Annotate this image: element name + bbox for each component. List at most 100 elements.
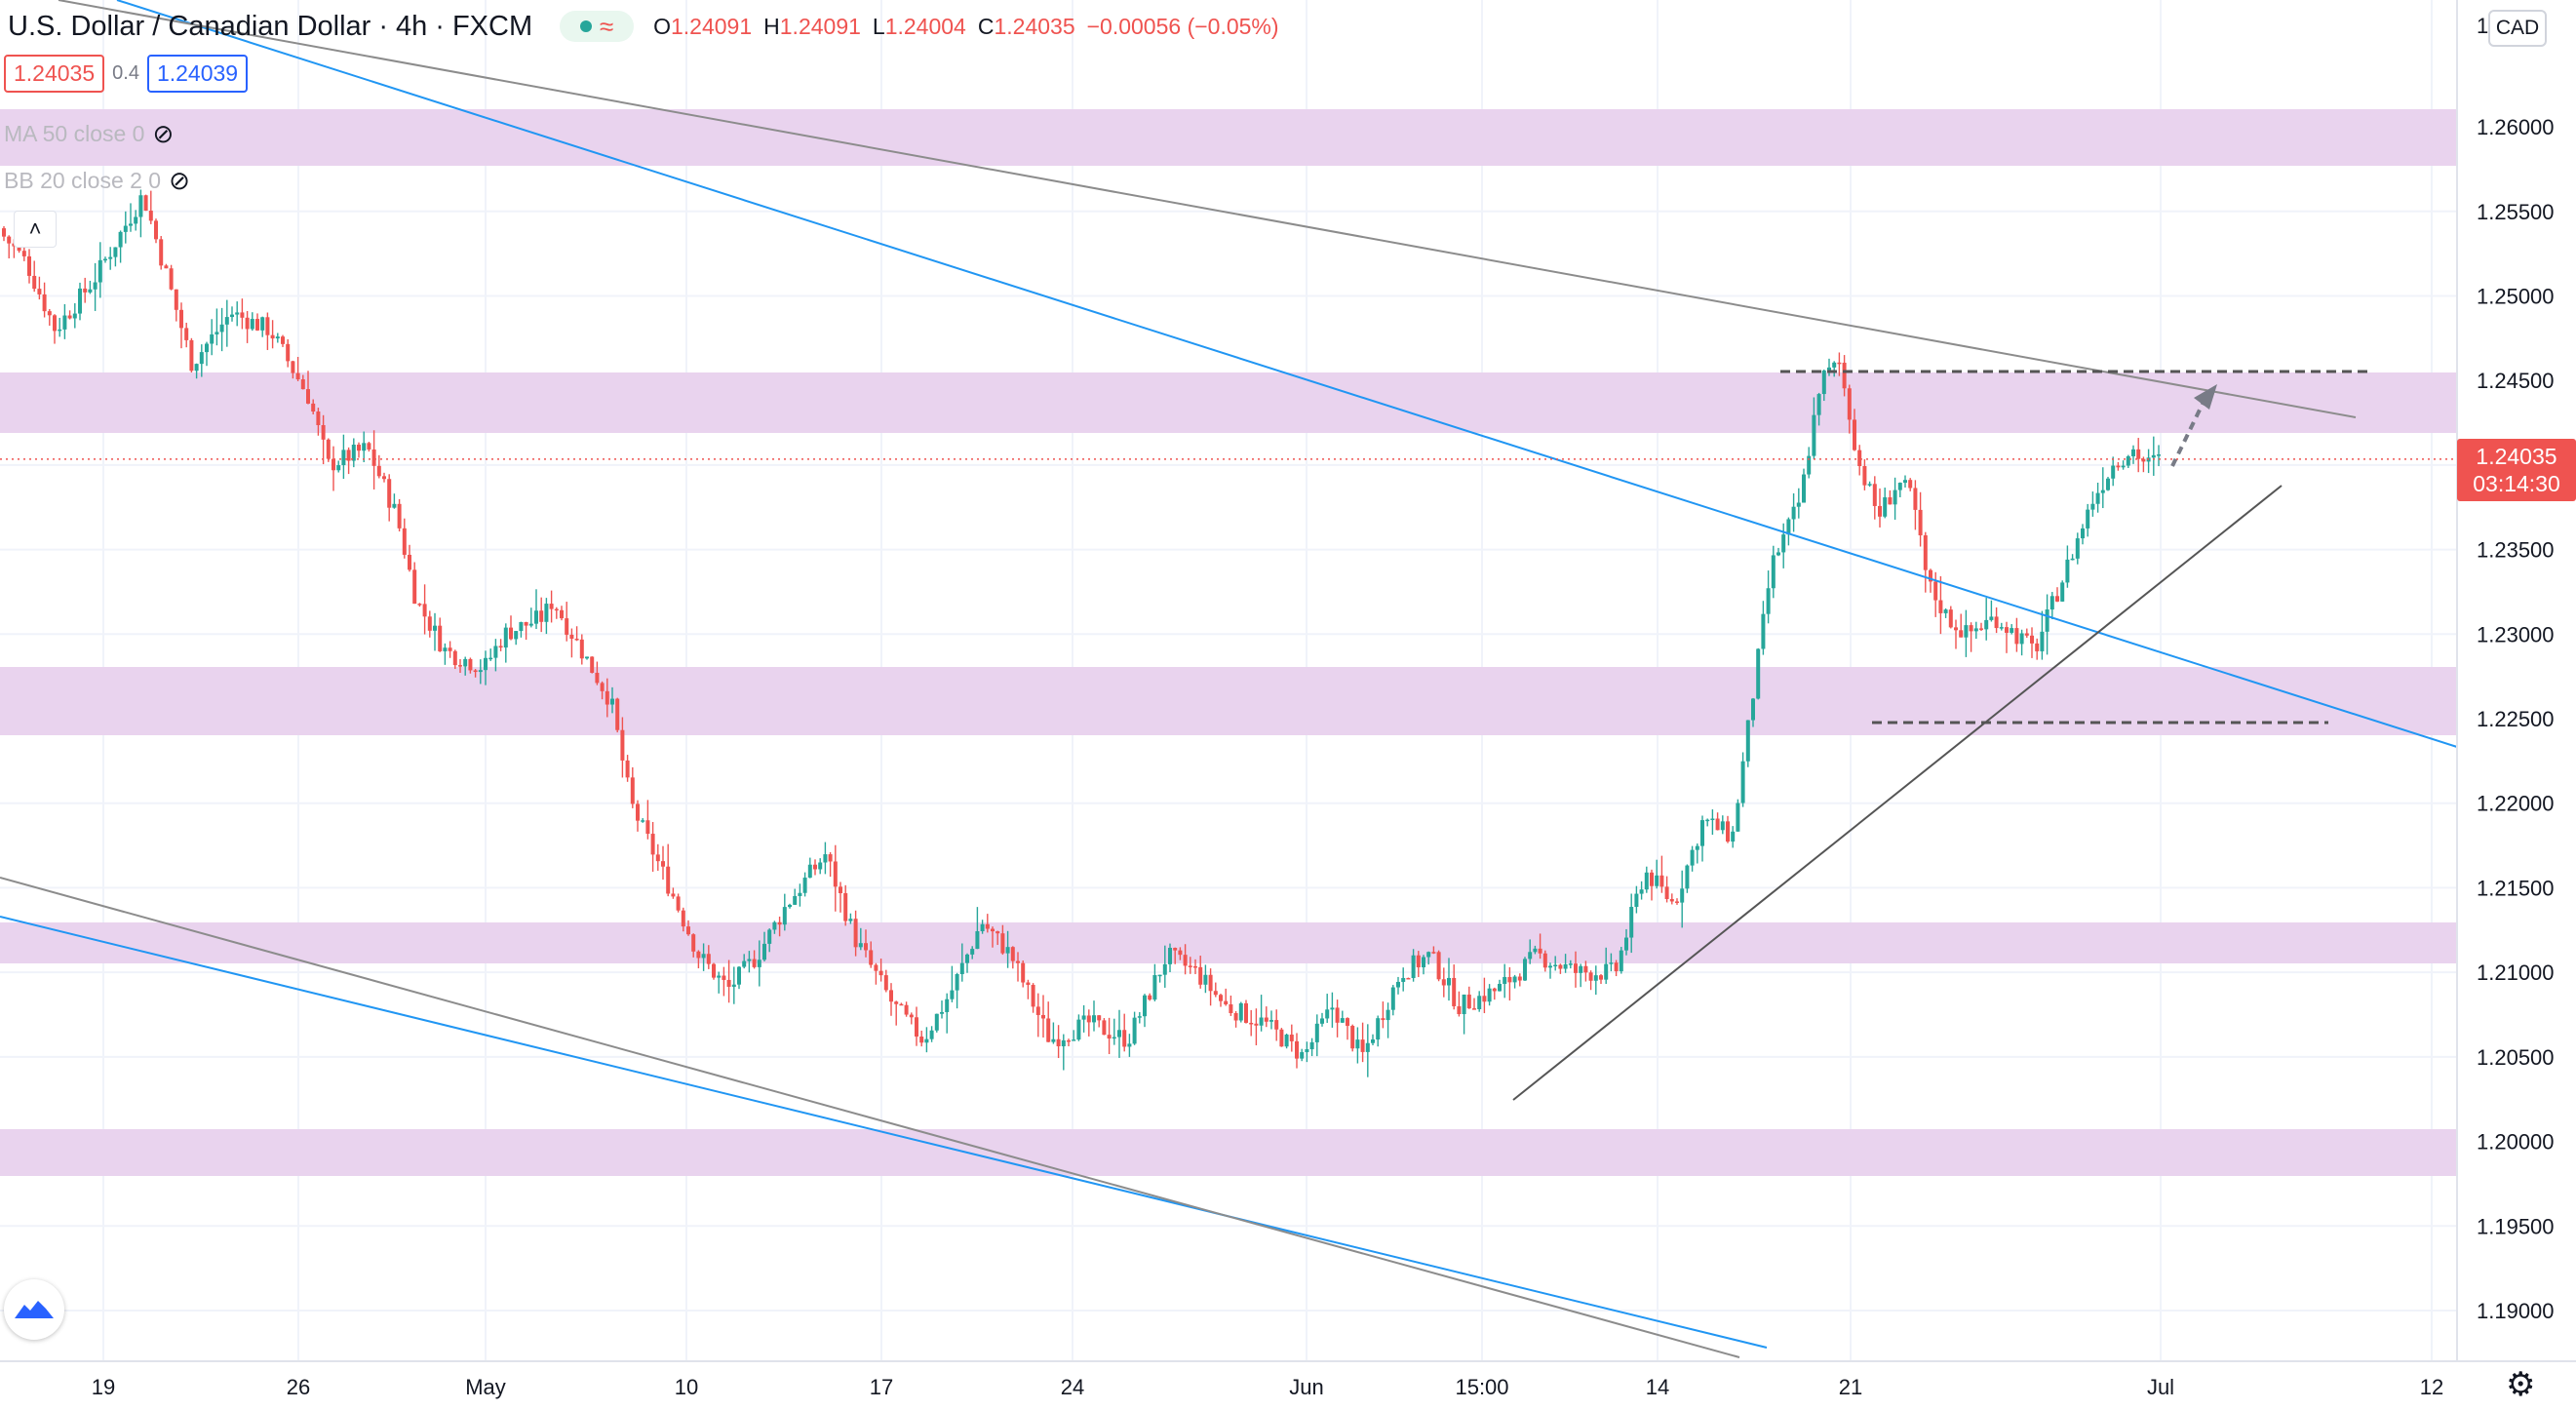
candle-body xyxy=(524,622,528,626)
candle-body xyxy=(422,604,427,617)
ohlc-change: −0.00056 (−0.05%) xyxy=(1086,13,1279,39)
candle-body xyxy=(940,1011,944,1014)
candle-body xyxy=(498,646,503,648)
candle-body xyxy=(1482,996,1487,1002)
candle-body xyxy=(1143,995,1147,1017)
logo-wave-icon xyxy=(15,1301,54,1318)
candle-body xyxy=(579,639,584,659)
market-status-toggle[interactable]: ≈ xyxy=(560,11,635,42)
candle-body xyxy=(2106,478,2110,490)
candle-body xyxy=(574,639,579,641)
candle-body xyxy=(1466,994,1471,1009)
candle-body xyxy=(164,265,169,269)
candle-body xyxy=(1203,974,1208,985)
indicator-bb[interactable]: BB 20 close 2 0 ⊘ xyxy=(4,166,190,196)
ohlc-values: O1.24091 H1.24091 L1.24004 C1.24035 −0.0… xyxy=(653,14,1278,40)
buy-button[interactable]: 1.24039 xyxy=(146,55,249,93)
tradingview-logo[interactable] xyxy=(4,1279,64,1340)
hidden-eye-icon[interactable]: ⊘ xyxy=(152,119,175,148)
candle-body xyxy=(1791,506,1796,520)
candle-body xyxy=(731,984,736,987)
candle-body xyxy=(1269,1020,1273,1022)
candlestick-series xyxy=(2,189,2161,1077)
candle-body xyxy=(2010,628,2014,633)
candle-body xyxy=(560,609,564,619)
candle-body xyxy=(1903,480,1907,484)
candle-body xyxy=(985,923,990,929)
candle-body xyxy=(950,990,955,999)
interval-label[interactable]: 4h xyxy=(396,10,428,42)
candle-body xyxy=(625,760,630,778)
candle-body xyxy=(1117,1030,1121,1038)
candle-body xyxy=(1832,362,1837,368)
candle-body xyxy=(2121,465,2126,468)
candle-body xyxy=(1837,362,1842,365)
candle-body xyxy=(610,698,614,705)
y-tick-label: 1.22000 xyxy=(2477,792,2555,816)
candle-body xyxy=(346,450,351,461)
candle-body xyxy=(159,239,164,266)
x-tick-label: 21 xyxy=(1839,1375,1862,1399)
candle-body xyxy=(1629,907,1634,938)
collapse-legend-button[interactable]: ˄ xyxy=(14,211,57,248)
candle-body xyxy=(1685,865,1690,889)
candle-body xyxy=(1477,996,1482,1009)
candle-body xyxy=(1431,952,1436,954)
candle-body xyxy=(737,966,741,985)
candle-body xyxy=(1097,1015,1102,1021)
candle-body xyxy=(1766,588,1771,614)
candle-body xyxy=(113,247,118,257)
candle-body xyxy=(255,319,259,331)
candle-body xyxy=(1305,1049,1309,1053)
candle-body xyxy=(332,458,335,471)
candle-body xyxy=(245,317,250,330)
candle-body xyxy=(2151,454,2156,458)
candle-body xyxy=(123,225,128,232)
candle-body xyxy=(1330,1007,1335,1010)
candle-body xyxy=(376,465,381,477)
candle-body xyxy=(788,904,792,908)
candle-body xyxy=(534,610,538,624)
trend-drawings xyxy=(0,0,2458,1358)
rising-support-trendline xyxy=(1512,485,2283,1101)
candle-body xyxy=(544,604,549,622)
candle-body xyxy=(1390,987,1395,1010)
candle-body xyxy=(2024,633,2029,636)
candle-body xyxy=(1051,1038,1056,1042)
x-tick-label: 19 xyxy=(92,1375,115,1399)
candle-body xyxy=(2035,643,2040,651)
sell-button[interactable]: 1.24035 xyxy=(4,55,105,93)
hidden-eye-icon-2[interactable]: ⊘ xyxy=(169,166,190,195)
candle-body xyxy=(752,959,757,967)
candle-body xyxy=(27,255,31,276)
candle-body xyxy=(1812,414,1816,456)
candle-body xyxy=(1279,1029,1284,1047)
candle-body xyxy=(853,919,858,948)
zone-1.2260 xyxy=(0,667,2457,735)
y-tick-label: 1.22500 xyxy=(2477,707,2555,731)
candle-body xyxy=(1010,947,1015,961)
candle-body xyxy=(1046,1018,1051,1042)
candle-body xyxy=(1690,849,1695,866)
candle-body xyxy=(959,962,964,975)
gear-icon[interactable]: ⚙ xyxy=(2506,1366,2536,1403)
candle-body xyxy=(630,777,635,804)
candle-body xyxy=(1959,630,1964,638)
candle-body xyxy=(1249,1022,1254,1025)
currency-badge[interactable]: CAD xyxy=(2488,10,2547,47)
candle-body xyxy=(645,820,650,835)
ohlc-close: C1.24035 xyxy=(977,13,1075,39)
candle-body xyxy=(2014,628,2019,645)
indicator-ma[interactable]: MA 50 close 0 ⊘ xyxy=(4,119,174,149)
candle-body xyxy=(295,372,300,380)
candle-body xyxy=(1639,889,1644,894)
candle-body xyxy=(2045,609,2049,632)
candle-body xyxy=(2065,559,2070,583)
candle-body xyxy=(1786,519,1791,535)
symbol-title[interactable]: U.S. Dollar / Canadian Dollar xyxy=(8,10,371,42)
candle-body xyxy=(519,622,524,632)
candle-body xyxy=(1335,1007,1340,1023)
candle-body xyxy=(148,211,153,221)
